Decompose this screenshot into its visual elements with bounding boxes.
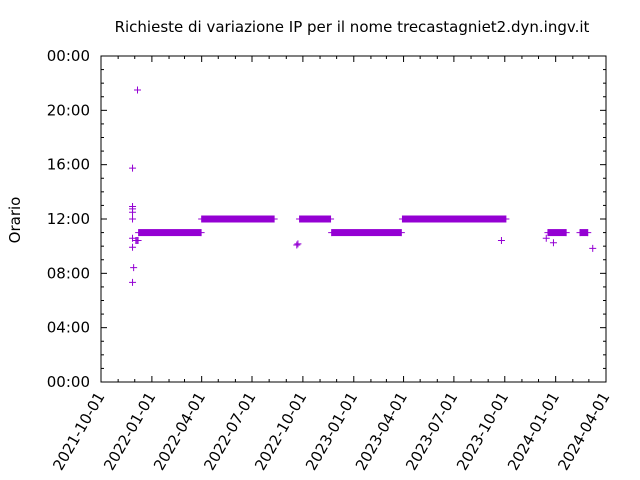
data-point (129, 215, 137, 223)
y-tick-label: 08:00 (47, 264, 90, 282)
x-tick-label: 2023-10-01 (453, 389, 512, 474)
data-point (129, 278, 137, 286)
data-point (294, 240, 302, 248)
chart-title: Richieste di variazione IP per il nome t… (115, 18, 590, 36)
data-point (129, 164, 137, 172)
data-point (497, 237, 505, 245)
x-tick-label: 2021-10-01 (49, 389, 108, 474)
y-tick-label: 20:00 (47, 101, 90, 119)
band-end-marker (584, 229, 592, 237)
x-tick-label: 2024-04-01 (554, 389, 613, 474)
data-point (130, 264, 138, 272)
band-end-marker (398, 215, 406, 223)
band-end-marker (327, 215, 335, 223)
band-end-marker (197, 229, 205, 237)
data-point (134, 86, 142, 94)
y-tick-label: 16:00 (47, 156, 90, 174)
band-end-marker (562, 229, 570, 237)
band-end-marker (198, 215, 206, 223)
data-band (331, 229, 402, 237)
data-band (299, 215, 331, 223)
data-band (201, 215, 275, 223)
axis-ticks: 00:0004:0008:0012:0016:0020:0000:002021-… (47, 47, 614, 474)
band-end-marker (328, 229, 336, 237)
band-end-marker (296, 215, 304, 223)
band-end-marker (544, 229, 552, 237)
band-end-marker (576, 229, 584, 237)
data-point (134, 237, 142, 245)
x-tick-label: 2022-04-01 (150, 389, 209, 474)
x-tick-label: 2023-04-01 (352, 389, 411, 474)
y-tick-label: 04:00 (47, 319, 90, 337)
y-tick-label: 00:00 (47, 373, 90, 391)
data-point (293, 241, 301, 249)
x-tick-label: 2023-07-01 (402, 389, 461, 474)
data-point (549, 239, 557, 247)
x-tick-label: 2022-01-01 (100, 389, 159, 474)
data-point (542, 234, 550, 242)
data-band (138, 229, 202, 237)
band-end-marker (397, 229, 405, 237)
band-end-marker (502, 215, 510, 223)
x-tick-label: 2022-07-01 (200, 389, 259, 474)
data-point (129, 243, 137, 251)
data-band (547, 229, 567, 237)
data-layer (129, 86, 597, 286)
band-end-marker (135, 229, 143, 237)
data-point (129, 203, 137, 211)
y-tick-label: 00:00 (47, 47, 90, 65)
x-tick-label: 2024-01-01 (504, 389, 563, 474)
data-point (589, 244, 597, 252)
x-tick-label: 2023-01-01 (302, 389, 361, 474)
data-band (580, 229, 588, 237)
y-tick-label: 12:00 (47, 210, 90, 228)
plot-frame (100, 55, 607, 383)
data-band (402, 215, 506, 223)
x-tick-label: 2022-10-01 (251, 389, 310, 474)
band-end-marker (270, 215, 278, 223)
y-axis-label: Orario (6, 197, 24, 244)
